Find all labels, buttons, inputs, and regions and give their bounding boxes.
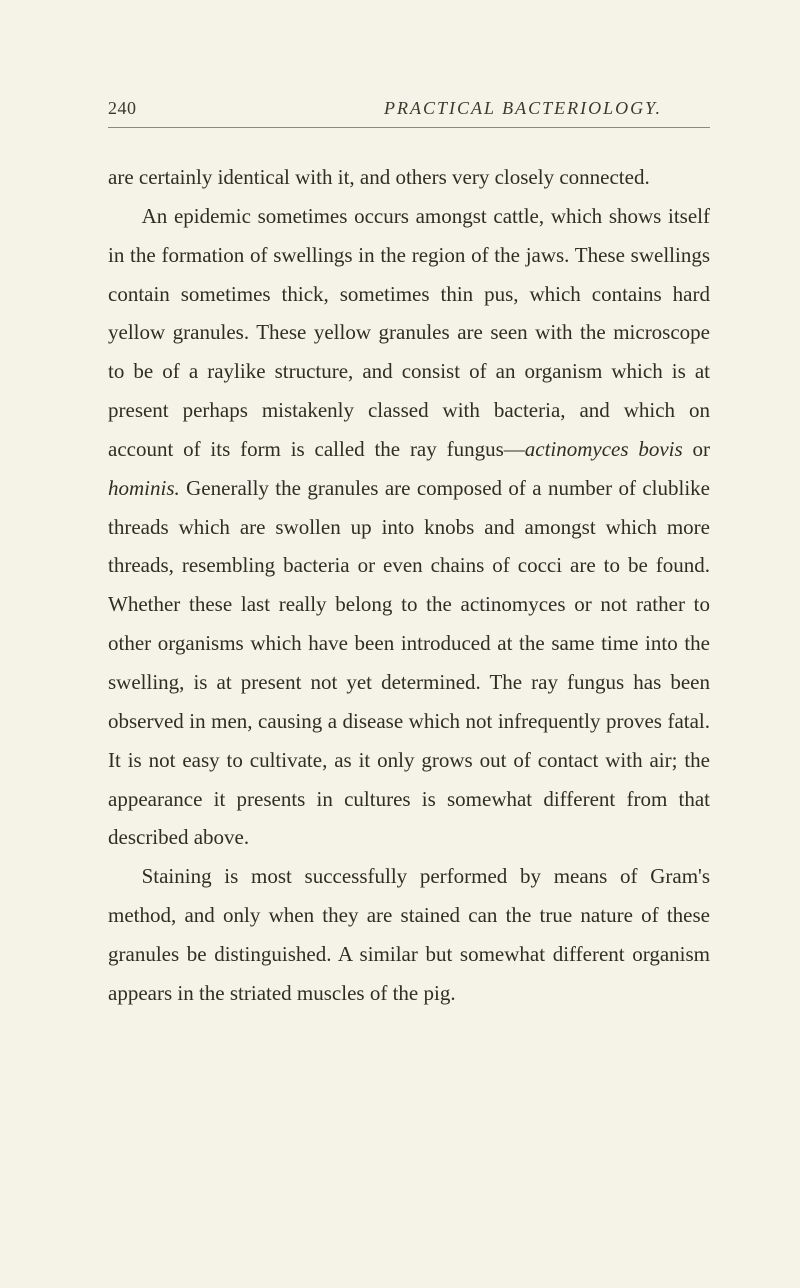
p2-text-a: An epidemic sometimes occurs amongst cat… bbox=[108, 204, 710, 461]
p2-text-c: or bbox=[683, 437, 710, 461]
paragraph-3: Staining is most successfully performed … bbox=[108, 857, 710, 1012]
p2-italic-b: actinomyces bovis bbox=[525, 437, 683, 461]
page-header: 240 PRACTICAL BACTERIOLOGY. bbox=[108, 98, 710, 119]
body-text: are certainly identical with it, and oth… bbox=[108, 158, 710, 1013]
paragraph-2: An epidemic sometimes occurs amongst cat… bbox=[108, 197, 710, 857]
running-title: PRACTICAL BACTERIOLOGY. bbox=[384, 98, 662, 119]
page-number: 240 bbox=[108, 98, 137, 119]
paragraph-1: are certainly identical with it, and oth… bbox=[108, 158, 710, 197]
p2-italic-d: hominis. bbox=[108, 476, 180, 500]
header-divider bbox=[108, 127, 710, 128]
document-page: 240 PRACTICAL BACTERIOLOGY. are certainl… bbox=[0, 0, 800, 1288]
p2-text-e: Generally the granules are composed of a… bbox=[108, 476, 710, 850]
